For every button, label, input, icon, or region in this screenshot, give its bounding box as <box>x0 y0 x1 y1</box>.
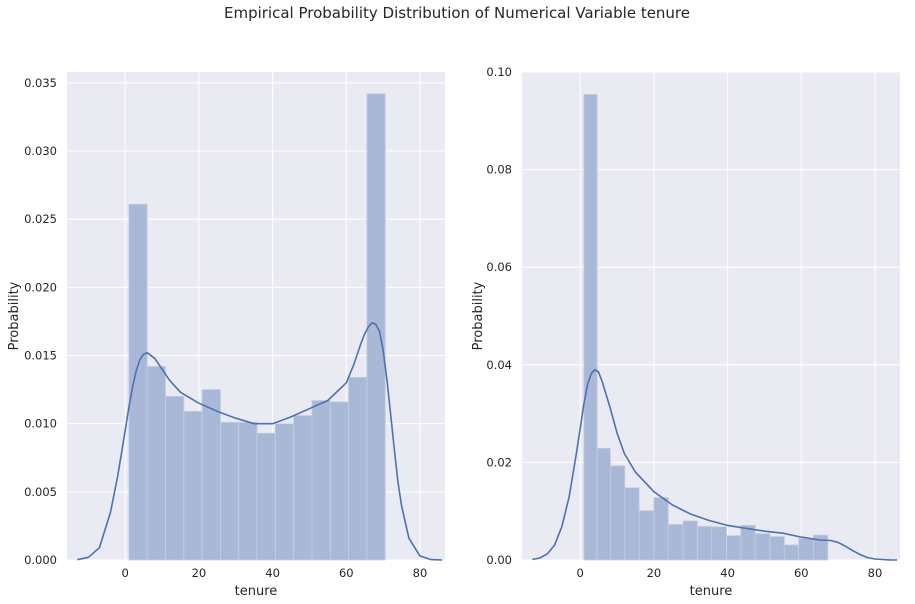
right-hist-bar-1 <box>597 448 610 560</box>
left-y-axis-label: Probability <box>7 281 22 350</box>
left-y-tick-label-0: 0.000 <box>24 553 57 567</box>
left-y-tick-label-2: 0.010 <box>24 417 57 431</box>
left-y-tick-label-7: 0.035 <box>24 76 57 90</box>
right-hist-bar-10 <box>726 536 740 560</box>
left-hist-bar-1 <box>147 366 165 560</box>
right-hist-bar-5 <box>654 498 668 560</box>
right-plot-area <box>522 72 900 560</box>
right-hist-bar-3 <box>625 488 639 560</box>
right-hist-bar-13 <box>770 537 784 560</box>
right-x-tick-label-0: 0 <box>577 566 584 580</box>
right-y-axis-label: Probability <box>471 281 486 350</box>
left-hist-bar-0 <box>129 204 147 560</box>
right-hist-bar-9 <box>712 527 727 560</box>
right-hist-bar-15 <box>799 539 814 560</box>
left-x-tick-label-0: 0 <box>122 566 129 580</box>
right-y-tick-label-5: 0.10 <box>486 65 512 79</box>
right-hist-bar-7 <box>683 521 697 560</box>
left-y-tick-label-4: 0.020 <box>24 280 57 294</box>
right-y-tick-label-4: 0.08 <box>486 163 512 177</box>
left-hist-bar-11 <box>330 402 348 560</box>
left-hist-bar-13 <box>367 94 385 560</box>
right-y-tick-label-3: 0.06 <box>486 260 512 274</box>
right-hist-bar-8 <box>697 526 711 560</box>
right-hist-bar-2 <box>610 466 624 560</box>
right-x-tick-label-2: 40 <box>720 566 735 580</box>
figure-title: Empirical Probability Distribution of Nu… <box>224 4 690 22</box>
left-hist-bar-2 <box>166 396 184 560</box>
left-hist-bar-3 <box>184 411 202 560</box>
right-hist-bar-0 <box>584 94 597 560</box>
right-y-tick-label-1: 0.02 <box>486 455 512 469</box>
left-y-tick-label-1: 0.005 <box>24 485 57 499</box>
left-hist-bar-4 <box>202 390 220 560</box>
right-x-tick-label-4: 80 <box>868 566 883 580</box>
right-y-tick-label-2: 0.04 <box>486 358 512 372</box>
left-chart-panel: 0 20 40 60 80 0.000 0.005 0.010 0.015 0.020 0.025 0… <box>7 72 445 599</box>
right-chart-panel: 0 20 40 60 80 0.00 0.02 0.04 0.06 0.08 0.10 tenure P… <box>471 65 900 599</box>
left-y-tick-label-5: 0.025 <box>24 212 57 226</box>
right-hist-bar-11 <box>741 525 755 560</box>
left-x-tick-label-2: 40 <box>265 566 280 580</box>
left-x-axis-label: tenure <box>235 584 278 599</box>
right-x-tick-label-3: 60 <box>794 566 809 580</box>
left-x-tick-label-3: 60 <box>339 566 354 580</box>
right-hist-bar-6 <box>668 524 683 560</box>
right-x-axis-label: tenure <box>690 584 733 599</box>
left-hist-bar-10 <box>312 401 330 560</box>
left-y-tick-label-6: 0.030 <box>24 144 57 158</box>
left-hist-bar-12 <box>349 377 367 560</box>
left-hist-bar-6 <box>239 422 257 560</box>
left-hist-bar-7 <box>257 433 275 560</box>
left-y-tick-label-3: 0.015 <box>24 349 57 363</box>
right-y-tick-label-0: 0.00 <box>486 553 512 567</box>
right-hist-bar-4 <box>639 511 654 560</box>
right-hist-bar-14 <box>784 545 798 560</box>
left-x-tick-label-4: 80 <box>413 566 428 580</box>
left-hist-bar-5 <box>220 422 238 560</box>
left-hist-bar-9 <box>294 416 312 560</box>
left-hist-bar-8 <box>275 424 293 560</box>
right-hist-bar-12 <box>755 534 770 560</box>
right-x-tick-label-1: 20 <box>647 566 662 580</box>
left-x-tick-label-1: 20 <box>192 566 207 580</box>
